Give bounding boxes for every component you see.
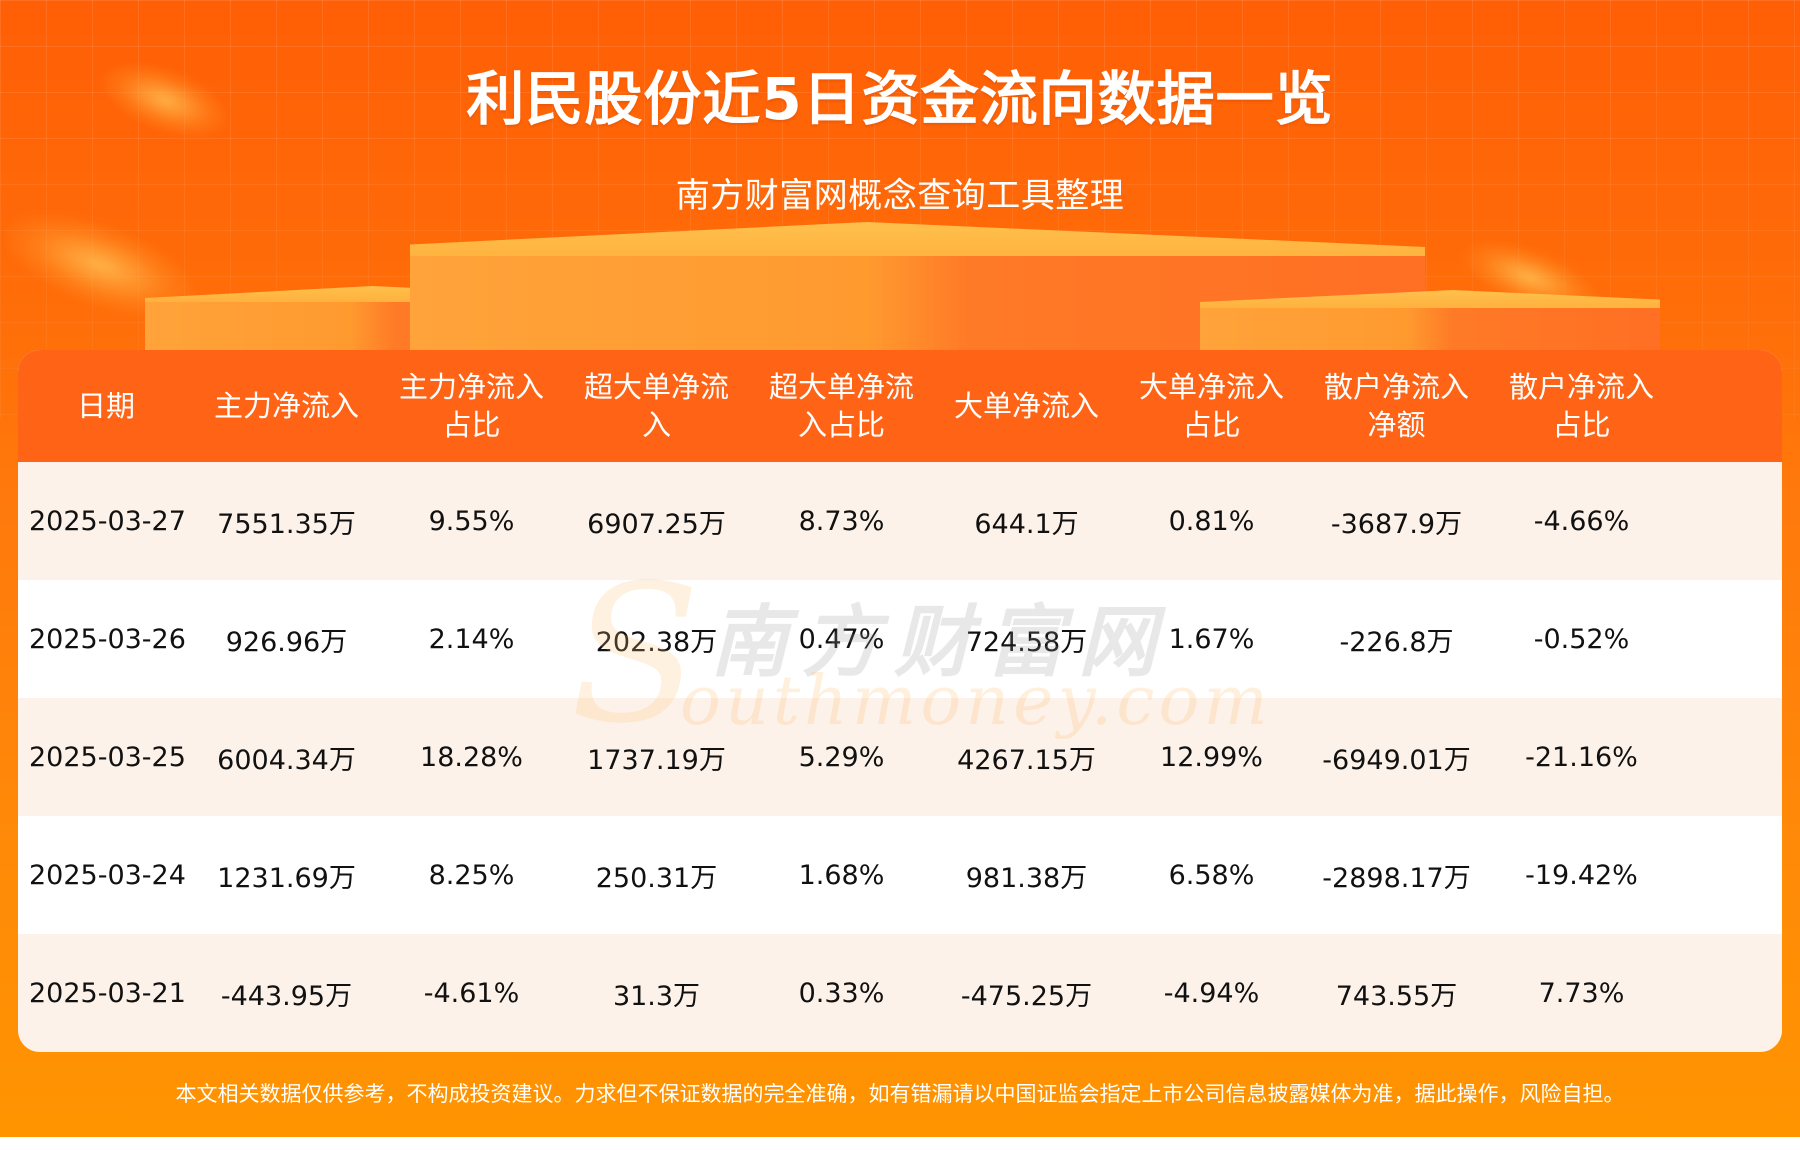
cell-retail-net-inflow: -226.8万 (1339, 626, 1454, 658)
cell-main-net-inflow: 7551.35万 (217, 508, 356, 540)
cell-large-order-net-inflow-ratio: -4.94% (1163, 977, 1260, 1009)
cell-large-order-net-inflow: 4267.15万 (957, 744, 1096, 776)
table-body: 2025-03-27 7551.35万 9.55% 6907.25万 8.73%… (18, 462, 1782, 1052)
disclaimer-text: 本文相关数据仅供参考，不构成投资建议。力求但不保证数据的完全准确，如有错漏请以中… (175, 1082, 1625, 1106)
cell-xl-order-net-inflow: 202.38万 (595, 626, 718, 658)
cell-date: 2025-03-27 (29, 505, 186, 537)
cell-large-order-net-inflow: 724.58万 (965, 626, 1088, 658)
table-row: 2025-03-24 1231.69万 8.25% 250.31万 1.68% … (18, 816, 1782, 934)
cell-large-order-net-inflow-ratio: 12.99% (1160, 741, 1263, 773)
cell-main-net-inflow-ratio: 18.28% (420, 741, 523, 773)
page-title: 利民股份近5日资金流向数据一览 (466, 65, 1334, 133)
podium-right (1200, 290, 1660, 354)
table-row: 2025-03-21 -443.95万 -4.61% 31.3万 0.33% -… (18, 934, 1782, 1052)
column-header-retail-net-inflow: 散户净流入净额 (1323, 370, 1469, 442)
cell-main-net-inflow-ratio: 9.55% (428, 505, 515, 537)
cell-xl-order-net-inflow: 1737.19万 (587, 744, 726, 776)
cell-main-net-inflow: 926.96万 (225, 626, 348, 658)
table-row: 2025-03-26 926.96万 2.14% 202.38万 0.47% 7… (18, 580, 1782, 698)
cell-retail-net-inflow-ratio: -21.16% (1525, 741, 1638, 773)
cell-retail-net-inflow: -6949.01万 (1322, 744, 1471, 776)
column-header-main-net-inflow: 主力净流入 (213, 389, 359, 423)
cell-main-net-inflow-ratio: 8.25% (428, 859, 515, 891)
fund-flow-table: 日期 主力净流入 主力净流入占比 超大单净流入 超大单净流入占比 大单净流入 大… (18, 350, 1782, 1052)
cell-xl-order-net-inflow-ratio: 1.68% (798, 859, 885, 891)
cell-large-order-net-inflow: 644.1万 (974, 508, 1079, 540)
cell-xl-order-net-inflow-ratio: 0.47% (798, 623, 885, 655)
cell-xl-order-net-inflow: 6907.25万 (587, 508, 726, 540)
cell-date: 2025-03-26 (29, 623, 186, 655)
cell-date: 2025-03-24 (29, 859, 186, 891)
cell-retail-net-inflow-ratio: -19.42% (1525, 859, 1638, 891)
column-header-large-order-net-inflow-ratio: 大单净流入占比 (1138, 370, 1284, 442)
column-header-xl-order-net-inflow-ratio: 超大单净流入占比 (768, 370, 914, 442)
cell-main-net-inflow: 1231.69万 (217, 862, 356, 894)
column-header-retail-net-inflow-ratio: 散户净流入占比 (1508, 370, 1654, 442)
cell-retail-net-inflow: -2898.17万 (1322, 862, 1471, 894)
column-header-large-order-net-inflow: 大单净流入 (953, 389, 1099, 423)
cell-large-order-net-inflow: -475.25万 (960, 980, 1093, 1012)
table-row: 2025-03-25 6004.34万 18.28% 1737.19万 5.29… (18, 698, 1782, 816)
cell-xl-order-net-inflow-ratio: 0.33% (798, 977, 885, 1009)
table-row: 2025-03-27 7551.35万 9.55% 6907.25万 8.73%… (18, 462, 1782, 580)
column-header-xl-order-net-inflow: 超大单净流入 (583, 370, 729, 442)
cell-xl-order-net-inflow-ratio: 5.29% (798, 741, 885, 773)
column-header-main-net-inflow-ratio: 主力净流入占比 (398, 370, 544, 442)
cell-date: 2025-03-21 (29, 977, 186, 1009)
cell-retail-net-inflow-ratio: -4.66% (1533, 505, 1630, 537)
table-header: 日期 主力净流入 主力净流入占比 超大单净流入 超大单净流入占比 大单净流入 大… (18, 350, 1782, 462)
cell-xl-order-net-inflow: 31.3万 (612, 980, 701, 1012)
cell-retail-net-inflow-ratio: -0.52% (1533, 623, 1630, 655)
cell-large-order-net-inflow-ratio: 6.58% (1168, 859, 1255, 891)
cell-main-net-inflow-ratio: 2.14% (428, 623, 515, 655)
cell-main-net-inflow: 6004.34万 (217, 744, 356, 776)
cell-large-order-net-inflow-ratio: 1.67% (1168, 623, 1255, 655)
cell-xl-order-net-inflow: 250.31万 (595, 862, 718, 894)
cell-retail-net-inflow: -3687.9万 (1330, 508, 1463, 540)
cell-main-net-inflow-ratio: -4.61% (423, 977, 520, 1009)
cell-large-order-net-inflow: 981.38万 (965, 862, 1088, 894)
page-subtitle: 南方财富网概念查询工具整理 (675, 176, 1125, 216)
cell-date: 2025-03-25 (29, 741, 186, 773)
cell-large-order-net-inflow-ratio: 0.81% (1168, 505, 1255, 537)
cell-retail-net-inflow: 743.55万 (1335, 980, 1458, 1012)
cell-xl-order-net-inflow-ratio: 8.73% (798, 505, 885, 537)
cell-retail-net-inflow-ratio: 7.73% (1538, 977, 1625, 1009)
column-header-date: 日期 (76, 389, 135, 423)
cell-main-net-inflow: -443.95万 (220, 980, 353, 1012)
